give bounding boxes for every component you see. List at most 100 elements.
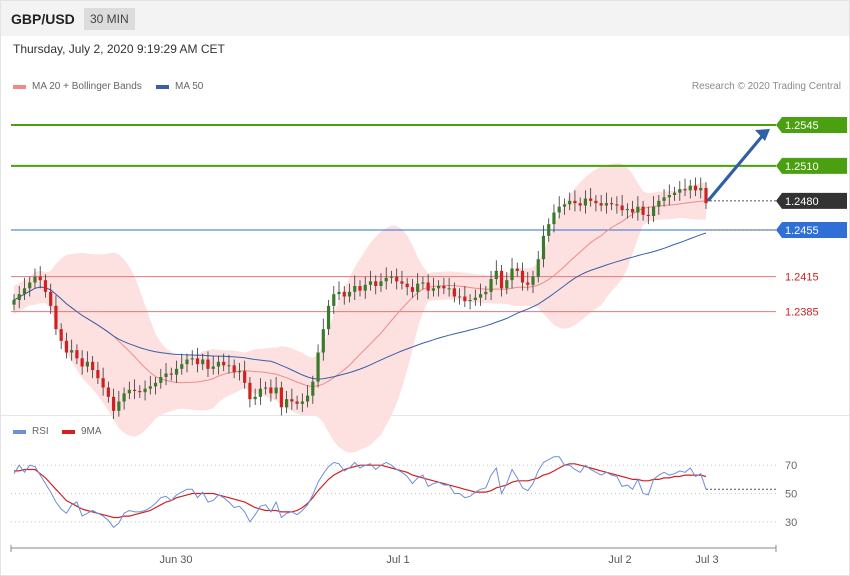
ma20-line [13, 200, 707, 388]
candle-body [536, 259, 540, 277]
candle-body [326, 305, 331, 330]
candle-body [541, 235, 546, 260]
candle-body [28, 282, 32, 289]
candle-body [599, 203, 603, 206]
candle-body [195, 358, 200, 365]
candle-body [285, 399, 289, 408]
legend-rsi: RSI [13, 426, 49, 437]
candle-body [300, 401, 304, 404]
candle-body [604, 203, 608, 206]
candle-body [526, 282, 530, 285]
rsi-tick-label: 50 [785, 489, 797, 501]
candle-body [190, 358, 194, 360]
candle-body [641, 206, 645, 215]
candle-body [573, 200, 577, 204]
candle-body [547, 224, 551, 236]
panel-divider [1, 415, 849, 416]
candle-body [699, 188, 703, 191]
candle-body [594, 200, 598, 204]
rsi-swatch [13, 429, 26, 434]
candle-body [389, 276, 394, 278]
candle-body [693, 185, 698, 191]
candle-body [651, 206, 656, 216]
candle-body [143, 388, 147, 393]
candle-body [426, 282, 430, 291]
rsi-ma-label: 9MA [81, 426, 102, 437]
candle-body [159, 377, 163, 383]
candle-body [311, 381, 315, 396]
candle-body [468, 300, 472, 302]
symbol-label: GBP/USD [11, 11, 75, 27]
candle-body [211, 366, 215, 369]
level-label-1.2510: 1.2510 [785, 161, 819, 173]
candle-body [704, 188, 708, 204]
candle-body [515, 268, 519, 271]
candle-body [54, 305, 58, 330]
candle-body [290, 399, 294, 402]
candle-body [132, 389, 137, 391]
candle-body [258, 388, 262, 397]
candle-body [17, 294, 21, 300]
candle-body [531, 276, 535, 285]
candle-body [510, 268, 514, 281]
candle-body [153, 382, 158, 387]
ma20-swatch [13, 84, 26, 89]
candle-body [216, 361, 221, 367]
legend-ma20: MA 20 + Bollinger Bands [13, 81, 142, 92]
candle-body [106, 387, 110, 397]
candle-body [59, 329, 63, 341]
candle-body [589, 198, 593, 201]
candle-body [112, 396, 116, 411]
candle-body [279, 387, 283, 408]
candle-body [321, 329, 325, 353]
candle-body [552, 212, 556, 225]
candle-body [421, 282, 425, 284]
level-tag-1.2455 [776, 222, 847, 238]
bollinger-band [14, 163, 706, 453]
candle-body [463, 296, 467, 302]
candle-body [400, 281, 404, 284]
candle-body [43, 280, 48, 292]
level-label-1.2455: 1.2455 [785, 225, 819, 237]
candle-body [75, 350, 79, 359]
x-tick-label: Jul 3 [695, 554, 718, 566]
candle-body [405, 283, 409, 288]
candle-body [447, 288, 451, 290]
candle-body [33, 276, 37, 283]
candle-body [49, 291, 53, 306]
candle-body [410, 287, 415, 292]
level-label-1.2415: 1.2415 [785, 272, 819, 284]
candle-body [473, 297, 477, 300]
candle-body [248, 382, 252, 400]
candle-body [678, 189, 682, 193]
candle-body [232, 365, 236, 373]
candle-body [347, 291, 352, 297]
ma50-swatch [156, 84, 169, 89]
ma20-label: MA 20 + Bollinger Bands [32, 81, 142, 92]
candle-body [499, 270, 504, 289]
candle-body [237, 371, 242, 373]
candle-body [222, 361, 226, 366]
candle-body [610, 203, 614, 205]
candle-body [180, 364, 184, 369]
candle-body [332, 294, 336, 306]
candle-body [672, 192, 677, 195]
candle-body [683, 189, 687, 191]
x-tick-label: Jul 1 [386, 554, 409, 566]
legend-ma50: MA 50 [156, 81, 203, 92]
candle-body [169, 373, 173, 375]
candle-body [662, 197, 666, 201]
candle-body [122, 393, 126, 402]
candle-body [227, 365, 231, 367]
timestamp: Thursday, July 2, 2020 9:19:29 AM CET [13, 42, 225, 56]
level-tag-1.2480 [776, 192, 847, 209]
candle-body [437, 286, 441, 289]
candle-body [384, 277, 388, 282]
candle-body [337, 291, 341, 295]
candle-body [164, 373, 168, 377]
candle-body [342, 291, 346, 297]
timeframe-badge[interactable]: 30 MIN [84, 8, 135, 30]
rsi-ma-line [14, 463, 707, 519]
header-bar: GBP/USD 30 MIN [1, 1, 849, 36]
candle-body [127, 389, 131, 394]
